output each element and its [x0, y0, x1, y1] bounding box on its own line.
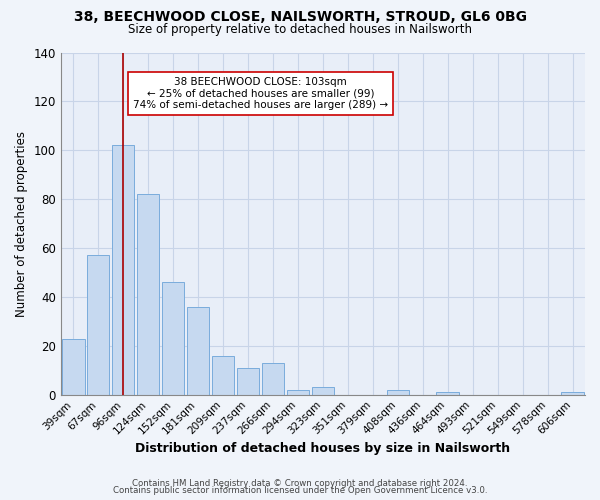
- Bar: [287, 390, 309, 394]
- Bar: [237, 368, 259, 394]
- Bar: [311, 388, 334, 394]
- Text: Size of property relative to detached houses in Nailsworth: Size of property relative to detached ho…: [128, 22, 472, 36]
- Text: Contains HM Land Registry data © Crown copyright and database right 2024.: Contains HM Land Registry data © Crown c…: [132, 478, 468, 488]
- Bar: [386, 390, 409, 394]
- Bar: [262, 363, 284, 394]
- Bar: [87, 256, 109, 394]
- Bar: [436, 392, 459, 394]
- Y-axis label: Number of detached properties: Number of detached properties: [15, 130, 28, 316]
- Text: 38 BEECHWOOD CLOSE: 103sqm
← 25% of detached houses are smaller (99)
74% of semi: 38 BEECHWOOD CLOSE: 103sqm ← 25% of deta…: [133, 77, 388, 110]
- Text: Contains public sector information licensed under the Open Government Licence v3: Contains public sector information licen…: [113, 486, 487, 495]
- Bar: [137, 194, 160, 394]
- Bar: [62, 338, 85, 394]
- X-axis label: Distribution of detached houses by size in Nailsworth: Distribution of detached houses by size …: [136, 442, 511, 455]
- Bar: [162, 282, 184, 395]
- Bar: [187, 306, 209, 394]
- Bar: [212, 356, 234, 395]
- Text: 38, BEECHWOOD CLOSE, NAILSWORTH, STROUD, GL6 0BG: 38, BEECHWOOD CLOSE, NAILSWORTH, STROUD,…: [74, 10, 527, 24]
- Bar: [112, 146, 134, 394]
- Bar: [561, 392, 584, 394]
